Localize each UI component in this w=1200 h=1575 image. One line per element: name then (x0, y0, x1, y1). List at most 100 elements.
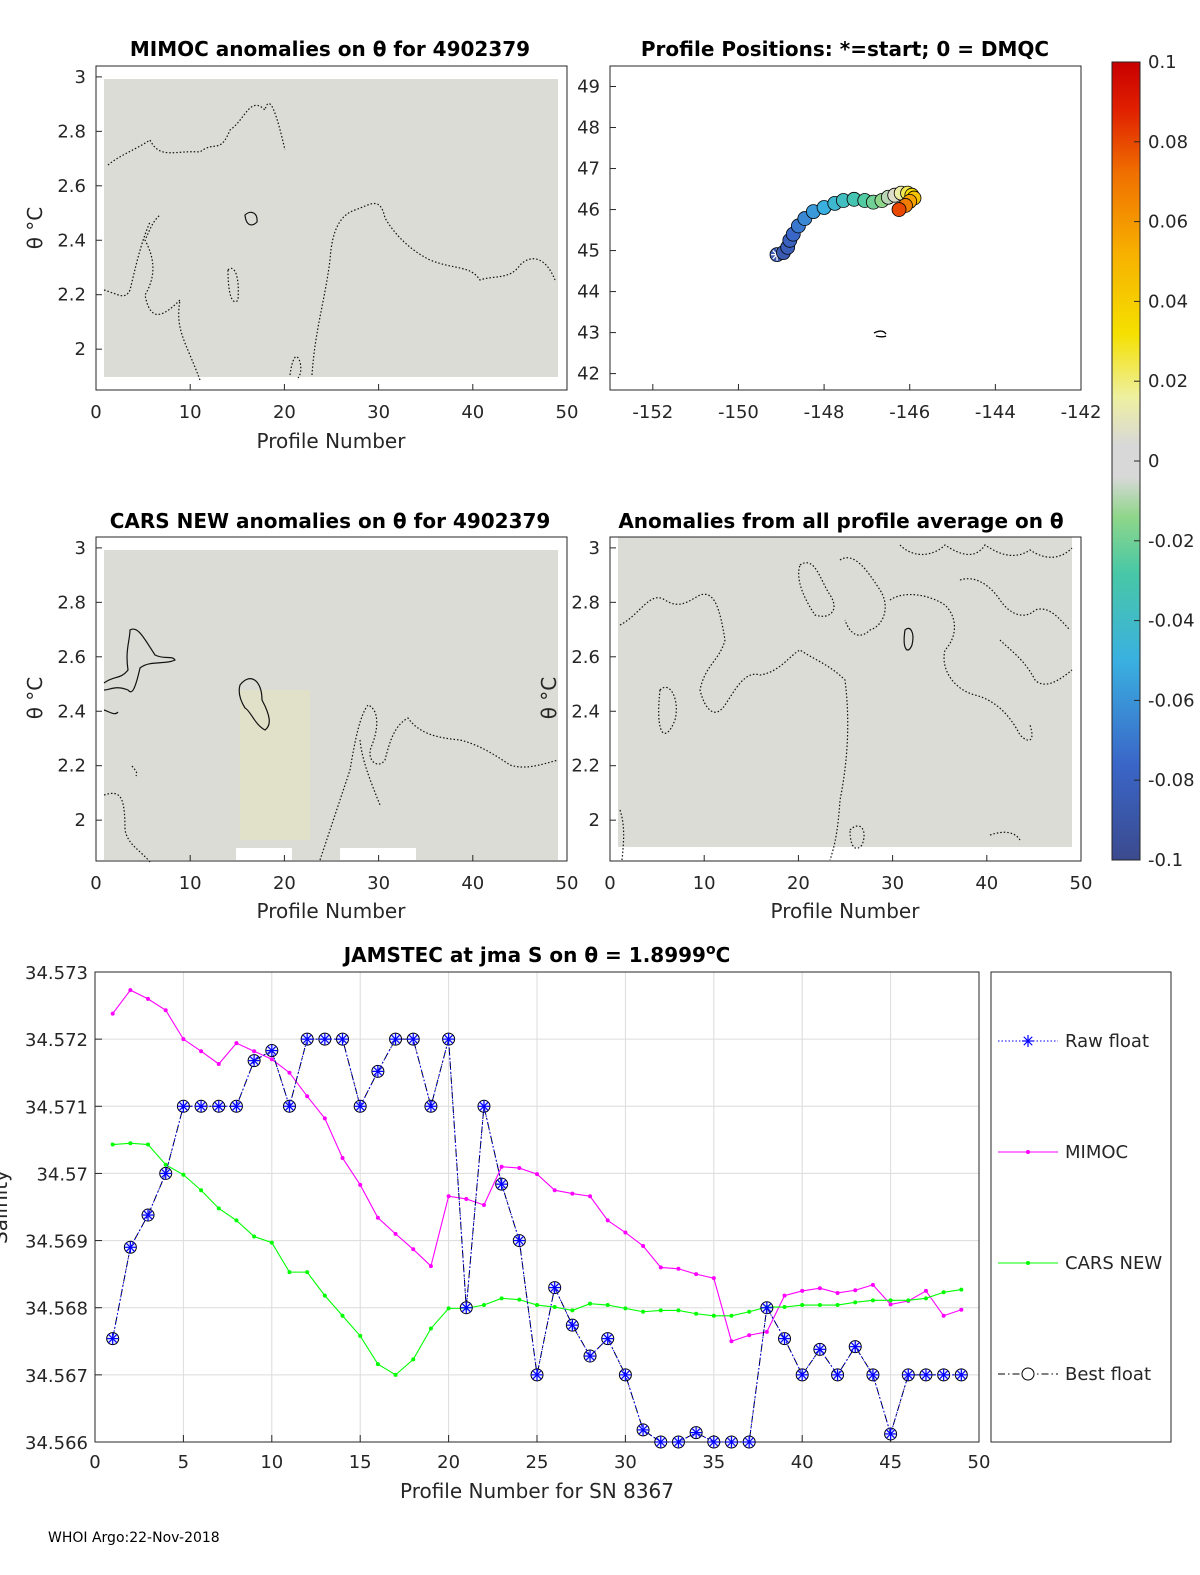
mimoc-xlabel: Profile Number (257, 429, 407, 453)
series-point (601, 1332, 614, 1345)
cars-gap-bottom (236, 848, 292, 861)
x-tick-label: -144 (975, 402, 1016, 423)
colorbar-tick-label: -0.08 (1148, 770, 1195, 791)
allavg-contour (798, 562, 835, 617)
series-point (672, 1436, 685, 1448)
legend: Raw float MIMOC CARS NEW Best float (998, 1031, 1162, 1385)
series-point (654, 1436, 667, 1448)
series-point (676, 1266, 681, 1271)
star-marker-stroke (479, 1101, 489, 1111)
y-tick-label: 34.572 (25, 1030, 88, 1051)
series-point (531, 1368, 543, 1381)
colorbar-tick-label: 0.02 (1148, 371, 1188, 392)
star-marker-stroke (656, 1437, 666, 1447)
y-tick-label: 2 (75, 810, 86, 831)
series-point (358, 1182, 363, 1187)
series-point (513, 1234, 526, 1247)
star-marker-stroke (408, 1034, 418, 1044)
legend-label: MIMOC (1065, 1142, 1128, 1163)
series-point (764, 1329, 769, 1334)
series-point (800, 1288, 805, 1293)
series-point (870, 1282, 875, 1287)
series-point (393, 1231, 398, 1236)
series-point (870, 1298, 875, 1303)
series-point (817, 1303, 822, 1308)
legend-marker (1026, 1261, 1030, 1265)
star-marker-stroke (850, 1341, 860, 1352)
series-point (181, 1037, 186, 1042)
x-tick-label: 50 (1070, 873, 1093, 894)
series-point (853, 1300, 858, 1305)
star-marker-stroke (108, 1333, 118, 1344)
x-tick-label: -150 (718, 402, 759, 423)
legend-marker (1021, 1367, 1035, 1381)
salinity-ticks: 0 5 10 15 20 25 30 35 40 45 50 34.566 34.567 34.568 34… (25, 963, 990, 1473)
star-marker-stroke (320, 1034, 330, 1044)
cars-ticks: 0 10 20 30 40 50 2 2.2 2.4 2.6 2.8 3 (57, 538, 578, 894)
allavg-contour-solid (903, 627, 914, 651)
mimoc-contour (311, 202, 556, 376)
x-tick-label: 30 (367, 402, 390, 423)
allavg-contour (658, 686, 677, 734)
legend-item-cars-new: CARS NEW (998, 1253, 1162, 1274)
star-marker-stroke (284, 1101, 295, 1111)
series-point (959, 1287, 964, 1292)
y-tick-label: 3 (589, 538, 600, 559)
x-tick-label: 40 (791, 1452, 814, 1473)
star-marker-stroke (603, 1333, 613, 1344)
positions-points (769, 185, 922, 263)
series-point (287, 1070, 292, 1075)
x-tick-label: 10 (179, 402, 202, 423)
series-point (499, 1164, 504, 1169)
panel-allavg-title: Anomalies from all profile average on θ (618, 509, 1063, 533)
series-point (747, 1309, 752, 1314)
series-point (477, 1100, 490, 1113)
y-tick-label: 34.573 (25, 963, 88, 984)
positions-axes-box (609, 65, 1082, 391)
series-point (495, 1178, 508, 1191)
series-point (287, 1270, 292, 1275)
series-point (411, 1247, 416, 1252)
series-point (694, 1272, 699, 1277)
series-point (195, 1100, 208, 1113)
x-tick-label: 20 (787, 873, 810, 894)
star-marker-stroke (125, 1242, 136, 1252)
colorbar-tick-label: 0.1 (1148, 52, 1177, 73)
series-point (340, 1155, 345, 1160)
star-marker-stroke (231, 1101, 242, 1111)
series-point (641, 1309, 646, 1314)
series-point (535, 1303, 539, 1308)
series-point (711, 1313, 716, 1318)
series-point (813, 1343, 826, 1356)
star-marker-stroke (161, 1168, 171, 1179)
mimoc-contour (227, 267, 239, 303)
salinity-chart: JAMSTEC at jma S on θ = 1.8999oC 0 5 10 15 2… (0, 942, 1172, 1503)
series-point (265, 1044, 278, 1057)
cars-ylabel: θ °C (23, 677, 47, 720)
star-marker-stroke (355, 1101, 365, 1111)
star-marker-stroke (1023, 1036, 1033, 1046)
star-marker-stroke (585, 1351, 595, 1361)
star-marker-stroke (178, 1101, 189, 1111)
series-point (658, 1308, 663, 1313)
series-point (535, 1172, 539, 1177)
series-point (106, 1332, 119, 1345)
series-point (623, 1230, 628, 1235)
y-tick-label: 34.569 (25, 1232, 88, 1253)
mimoc-ylabel: θ °C (23, 207, 47, 250)
series-point (428, 1326, 433, 1331)
cars-axes-box (95, 536, 568, 862)
x-tick-label: -142 (1061, 402, 1102, 423)
series-point (305, 1270, 310, 1275)
cars-contour-solid (103, 709, 119, 715)
series-point (199, 1188, 204, 1193)
y-tick-label: 34.571 (25, 1097, 88, 1118)
star-marker-stroke (550, 1282, 560, 1293)
star-marker-stroke (797, 1370, 807, 1380)
x-tick-label: 25 (526, 1452, 549, 1473)
series-point (552, 1188, 557, 1193)
series-point (322, 1116, 327, 1121)
allavg-gap-bottom (854, 848, 930, 861)
series-point (163, 1162, 168, 1167)
